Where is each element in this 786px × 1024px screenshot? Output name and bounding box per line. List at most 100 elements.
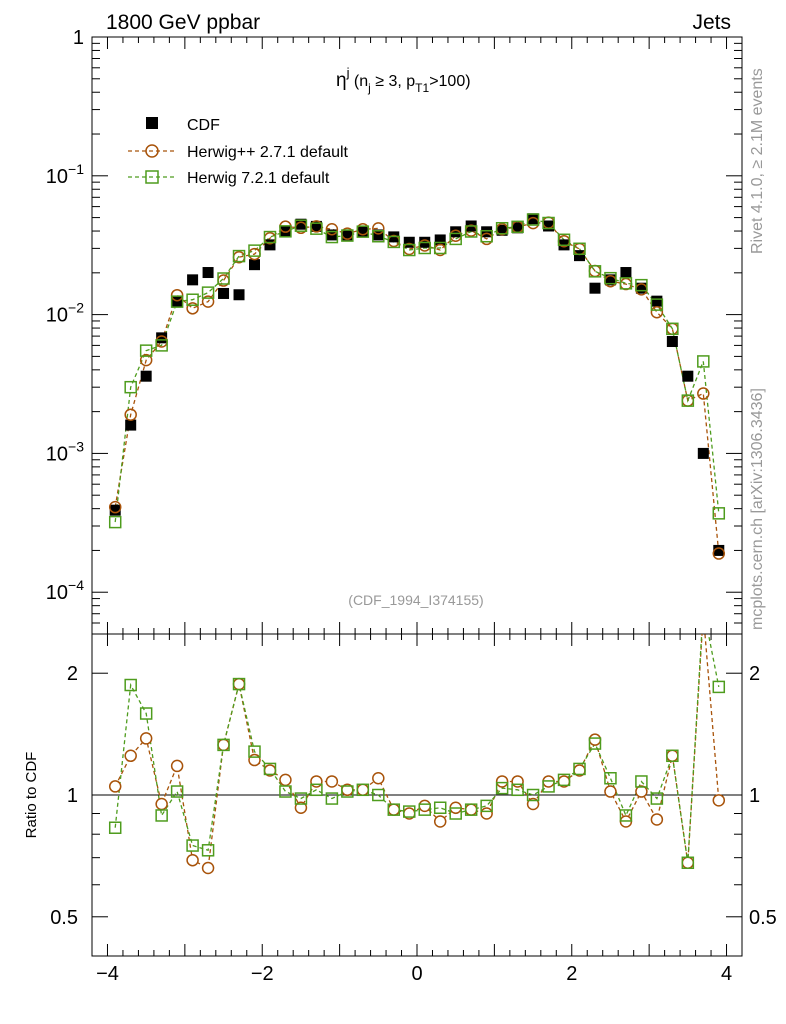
analysis-id-label: (CDF_1994_I374155) bbox=[348, 592, 483, 608]
x-tick-label: 0 bbox=[411, 963, 422, 985]
cdf-data-point bbox=[140, 370, 152, 382]
legend-mc2-marker bbox=[145, 170, 159, 184]
y-tick-label-base: 10 bbox=[46, 305, 68, 327]
herwig7-point bbox=[635, 278, 648, 292]
cdf-data-point bbox=[403, 236, 415, 248]
series-line-herwig-pp bbox=[114, 221, 720, 554]
ratio-point-herwig7 bbox=[650, 792, 664, 805]
main-panel-ticks bbox=[91, 37, 743, 635]
legend-mc2-label: Herwig 7.2.1 default bbox=[187, 170, 330, 187]
ratio-point-herwig7 bbox=[418, 803, 431, 816]
herwig7-point bbox=[588, 265, 602, 278]
cdf-data-point bbox=[481, 226, 493, 238]
ratio-point-herwig7 bbox=[681, 856, 695, 870]
herwig-pp-point bbox=[650, 305, 664, 319]
ratio-point-herwig7 bbox=[356, 783, 370, 797]
y-tick-label: 10−1 bbox=[46, 161, 84, 188]
y-tick-label: 10−2 bbox=[46, 300, 84, 327]
y-tick-label-exponent: −2 bbox=[68, 300, 84, 316]
ratio-point-herwig7 bbox=[263, 762, 277, 776]
herwig7-point bbox=[433, 241, 447, 255]
herwig7-point bbox=[542, 216, 555, 230]
cdf-data-point bbox=[697, 447, 709, 459]
y-tick-label-base: 10 bbox=[46, 582, 68, 604]
cdf-data-point bbox=[233, 289, 245, 301]
ratio-point-herwig7 bbox=[588, 737, 602, 750]
cdf-data-point bbox=[512, 222, 524, 234]
legend-cdf-marker bbox=[146, 117, 158, 129]
rivet-version-label: Rivet 4.1.0, ≥ 2.1M events bbox=[749, 68, 766, 254]
ratio-point-herwig-pp bbox=[712, 794, 726, 807]
cdf-data-point bbox=[109, 504, 121, 516]
herwig7-point bbox=[403, 243, 416, 257]
herwig7-point bbox=[124, 380, 137, 394]
cdf-data-point bbox=[527, 213, 539, 225]
ratio-point-herwig-pp bbox=[279, 773, 292, 787]
ratio-point-herwig7 bbox=[248, 745, 261, 758]
x-tick-labels: −4 −2 0 2 4 bbox=[96, 963, 732, 985]
herwig7-point bbox=[526, 213, 540, 226]
y-tick-label-exponent: −1 bbox=[68, 161, 84, 177]
legend-cdf-label: CDF bbox=[187, 117, 220, 134]
herwig7-point bbox=[604, 271, 617, 285]
y-tick-label-exponent: −3 bbox=[68, 438, 84, 454]
ratio-point-herwig7 bbox=[526, 788, 540, 802]
ratio-y-tick-label-right: 1 bbox=[749, 785, 760, 807]
herwig7-point bbox=[201, 286, 215, 299]
cdf-data-point bbox=[357, 226, 369, 238]
herwig7-point bbox=[387, 235, 401, 249]
cdf-data-point bbox=[589, 282, 601, 294]
ratio-point-herwig7 bbox=[449, 807, 462, 820]
herwig7-point bbox=[310, 222, 323, 235]
cdf-data-point bbox=[202, 267, 214, 279]
ratio-point-herwig7 bbox=[186, 839, 199, 852]
herwig7-point bbox=[573, 242, 586, 256]
legend: CDF Herwig++ 2.7.1 default Herwig 7.2.1 … bbox=[128, 117, 349, 187]
cdf-data-point bbox=[574, 250, 585, 262]
ratio-series-clipped bbox=[108, 634, 726, 875]
cdf-data-point bbox=[218, 287, 230, 299]
y-tick-label: 10−4 bbox=[46, 577, 84, 604]
ratio-y-tick-label-left: 2 bbox=[67, 663, 78, 685]
series-line-herwig7 bbox=[114, 218, 720, 523]
cdf-data-point bbox=[496, 224, 508, 236]
herwig7-point bbox=[480, 229, 493, 243]
ratio-point-herwig-pp bbox=[139, 732, 153, 745]
ratio-point-herwig7 bbox=[573, 762, 586, 776]
title-eta: η bbox=[336, 70, 347, 91]
ratio-point-herwig7 bbox=[294, 792, 308, 805]
ratio-y-tick-label-left: 0.5 bbox=[50, 907, 78, 929]
herwig7-point bbox=[248, 244, 261, 257]
herwig7-point bbox=[263, 230, 277, 244]
ratio-point-herwig7 bbox=[480, 799, 493, 813]
ratio-point-herwig7 bbox=[712, 680, 726, 694]
y-tick-label-exponent: −4 bbox=[68, 577, 84, 593]
cdf-data-point bbox=[543, 220, 555, 232]
ratio-point-herwig7 bbox=[635, 775, 648, 788]
herwig7-point bbox=[139, 344, 153, 357]
cdf-data-point bbox=[635, 282, 647, 294]
cdf-data-point bbox=[187, 274, 199, 286]
cdf-data-point bbox=[125, 419, 137, 431]
title-nj-subscript: j bbox=[367, 81, 371, 95]
ratio-point-herwig-pp bbox=[186, 853, 199, 867]
ratio-point-herwig7 bbox=[217, 738, 230, 752]
mcplots-reference-label: mcplots.cern.ch [arXiv:1306.3436] bbox=[749, 388, 766, 630]
herwig7-point bbox=[325, 230, 339, 244]
title-pt-subscript: T1 bbox=[415, 81, 429, 95]
herwig7-point bbox=[217, 272, 230, 285]
herwig-pp-point bbox=[201, 295, 215, 308]
ratio-point-herwig-pp bbox=[372, 772, 385, 785]
herwig-pp-point bbox=[170, 288, 184, 302]
ratio-point-herwig7 bbox=[403, 805, 416, 818]
herwig7-point bbox=[712, 507, 726, 520]
ratio-point-herwig-pp bbox=[201, 861, 215, 875]
ratio-y-tick-label-right: 0.5 bbox=[749, 907, 777, 929]
herwig-pp-point bbox=[108, 500, 122, 514]
cdf-data-point bbox=[264, 239, 276, 251]
y-tick-label-base: 1 bbox=[73, 27, 84, 49]
ratio-point-herwig-pp bbox=[604, 785, 617, 798]
ratio-point-herwig-pp bbox=[495, 775, 509, 788]
ratio-panel-ticks bbox=[91, 634, 743, 957]
